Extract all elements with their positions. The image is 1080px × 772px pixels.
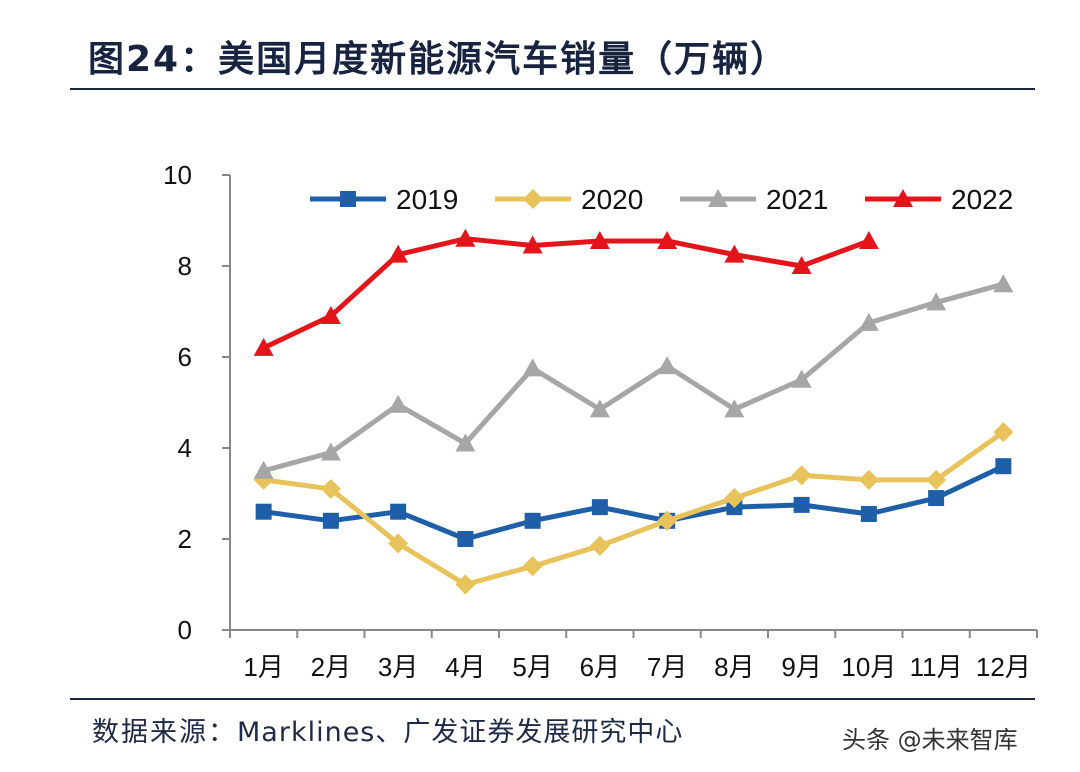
data-point-2020 xyxy=(388,533,409,554)
series-line-2022 xyxy=(262,236,870,351)
data-point-2022 xyxy=(657,230,678,249)
data-point-2021 xyxy=(657,356,678,375)
data-point-2020 xyxy=(791,465,812,486)
data-point-2022 xyxy=(858,230,879,249)
data-point-2019 xyxy=(255,503,272,520)
legend-item-2019: 2019 xyxy=(310,184,458,215)
series-line-2020 xyxy=(263,430,1005,587)
y-tick-label: 0 xyxy=(178,615,192,645)
series-line-2019 xyxy=(263,463,1005,542)
source-note: 数据来源：Marklines、广发证券发展研究中心 xyxy=(92,710,683,749)
data-point-2022 xyxy=(724,244,745,263)
x-tick-label: 1月 xyxy=(243,652,283,682)
legend-item-2021: 2021 xyxy=(680,184,828,215)
title-divider xyxy=(70,88,1035,90)
x-tick-label: 3月 xyxy=(378,652,418,682)
series-2020 xyxy=(253,422,1014,595)
source-label: 数据来源： xyxy=(92,717,237,748)
legend-swatch-marker xyxy=(893,189,913,207)
watermark-text: 头条 @未来智库 xyxy=(842,726,1018,754)
x-tick-label: 7月 xyxy=(647,652,687,682)
legend-swatch-marker xyxy=(523,189,543,209)
x-tick-label: 6月 xyxy=(580,652,620,682)
legend-label: 2019 xyxy=(396,184,458,215)
legend-swatch-marker xyxy=(708,189,728,207)
data-point-2020 xyxy=(320,478,341,499)
data-point-2021 xyxy=(455,433,476,452)
data-point-2020 xyxy=(455,574,476,595)
y-tick-label: 8 xyxy=(178,251,192,281)
x-tick-label: 11月 xyxy=(910,652,963,682)
data-point-2019 xyxy=(860,505,877,522)
x-tick-label: 9月 xyxy=(781,652,821,682)
data-point-2022 xyxy=(388,244,409,263)
data-point-2019 xyxy=(995,458,1012,475)
data-point-2021 xyxy=(522,358,543,377)
data-point-2020 xyxy=(724,488,745,509)
data-point-2022 xyxy=(253,337,274,356)
x-tick-label: 12月 xyxy=(976,652,1031,682)
legend-item-2022: 2022 xyxy=(865,184,1013,215)
y-tick-label: 10 xyxy=(163,160,192,190)
data-point-2022 xyxy=(522,235,543,254)
data-point-2020 xyxy=(657,510,678,531)
data-point-2020 xyxy=(926,469,947,490)
page-title: 图24：美国月度新能源汽车销量（万辆） xyxy=(88,39,789,80)
x-tick-label: 10月 xyxy=(841,652,896,682)
series-2021 xyxy=(253,274,1014,479)
data-point-2021 xyxy=(926,292,947,311)
data-point-2019 xyxy=(591,499,608,516)
chart-legend: 2019 2020 2021 2022 xyxy=(310,184,1013,215)
series-line-2021 xyxy=(262,281,1005,474)
legend-item-2020: 2020 xyxy=(495,184,643,215)
data-point-2019 xyxy=(457,531,474,547)
data-point-2021 xyxy=(993,274,1014,293)
data-point-2019 xyxy=(524,512,541,529)
data-point-2022 xyxy=(320,306,341,325)
chart-axes: 0 2 4 6 8 10 1月 2月 3月 4月 5月 6月 7月 8月 9月 10月 11月 12月 xyxy=(163,160,1038,682)
chart-series xyxy=(253,228,1014,595)
data-point-2021 xyxy=(858,312,879,331)
data-point-2022 xyxy=(455,228,476,247)
y-tick-label: 4 xyxy=(178,433,192,463)
legend-label: 2020 xyxy=(581,184,643,215)
legend-label: 2021 xyxy=(766,184,828,215)
data-point-2019 xyxy=(322,512,339,529)
legend-swatch-marker xyxy=(340,191,356,207)
legend-label: 2022 xyxy=(951,184,1013,215)
x-tick-label: 4月 xyxy=(445,652,485,682)
data-point-2019 xyxy=(793,496,810,513)
x-tick-label: 8月 xyxy=(714,652,754,682)
source-divider xyxy=(70,698,1035,700)
data-point-2021 xyxy=(724,399,745,418)
y-tick-label: 6 xyxy=(178,342,192,372)
data-point-2020 xyxy=(858,469,879,490)
data-point-2021 xyxy=(791,369,812,388)
source-value: Marklines、广发证券发展研究中心 xyxy=(237,717,684,748)
data-point-2019 xyxy=(390,503,407,520)
series-2022 xyxy=(253,228,879,356)
x-tick-label: 5月 xyxy=(512,652,552,682)
data-point-2021 xyxy=(388,394,409,413)
data-point-2021 xyxy=(320,442,341,461)
x-tick-label: 2月 xyxy=(311,652,351,682)
data-point-2020 xyxy=(993,422,1014,443)
y-tick-label: 2 xyxy=(178,524,192,554)
data-point-2022 xyxy=(791,256,812,274)
data-point-2020 xyxy=(522,556,543,577)
data-point-2021 xyxy=(253,460,274,479)
data-point-2021 xyxy=(589,399,610,418)
data-point-2022 xyxy=(589,230,610,249)
data-point-2019 xyxy=(928,490,945,507)
data-point-2020 xyxy=(589,535,610,556)
